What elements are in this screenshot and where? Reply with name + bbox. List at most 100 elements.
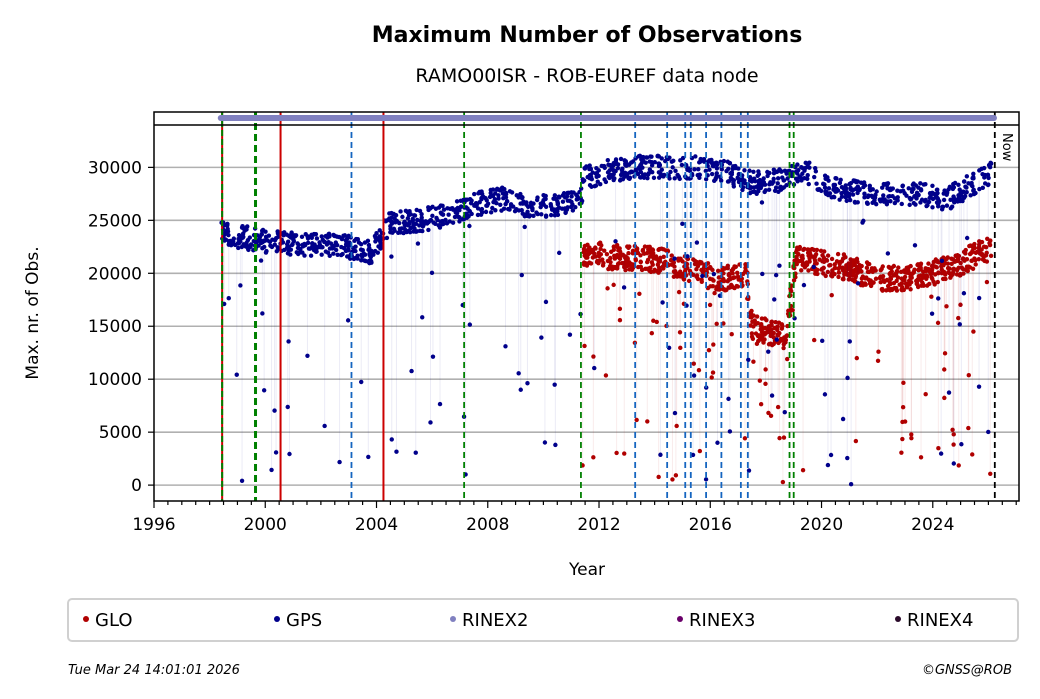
data-point <box>599 243 604 248</box>
data-point <box>971 243 976 248</box>
data-point <box>951 266 956 271</box>
data-point <box>596 253 602 258</box>
data-point <box>415 241 421 246</box>
data-point <box>924 283 930 288</box>
data-point <box>795 162 800 167</box>
data-point <box>902 274 908 280</box>
data-point <box>823 191 829 197</box>
data-point <box>335 252 340 258</box>
data-point <box>440 203 445 209</box>
data-point <box>430 213 435 219</box>
data-point <box>812 174 817 180</box>
data-point <box>355 253 360 258</box>
data-point <box>940 276 946 282</box>
data-point <box>799 268 804 273</box>
data-point <box>649 331 655 336</box>
data-point <box>982 175 987 180</box>
data-point <box>660 300 665 305</box>
data-point <box>397 229 402 235</box>
data-point <box>553 442 558 448</box>
data-point <box>641 158 646 163</box>
data-point <box>979 239 985 245</box>
data-point <box>644 155 650 160</box>
data-point <box>601 260 606 266</box>
data-point <box>295 245 301 251</box>
data-point <box>592 184 597 189</box>
data-point <box>675 172 680 178</box>
data-point <box>762 331 768 337</box>
data-point <box>909 189 915 194</box>
data-point <box>983 245 989 250</box>
data-point <box>594 166 599 171</box>
data-point <box>980 185 986 190</box>
data-point <box>298 250 304 255</box>
data-point <box>388 230 393 235</box>
data-point <box>747 168 752 173</box>
data-point <box>447 219 452 224</box>
data-point <box>956 182 961 188</box>
data-point <box>956 463 961 468</box>
data-point <box>587 260 592 266</box>
data-point <box>591 354 596 359</box>
data-point <box>345 318 351 323</box>
data-point <box>552 382 557 387</box>
data-point <box>605 286 610 291</box>
data-point <box>472 191 477 197</box>
data-point <box>746 357 751 362</box>
data-point <box>407 229 413 235</box>
data-point <box>936 445 941 451</box>
legend-marker-gps <box>274 616 280 622</box>
data-point <box>649 163 655 168</box>
data-point <box>613 157 619 162</box>
data-point <box>755 321 761 326</box>
data-point <box>305 236 311 241</box>
data-point <box>424 221 430 226</box>
data-point <box>800 467 806 473</box>
data-point <box>939 207 945 212</box>
data-point <box>936 296 941 301</box>
data-point <box>906 278 912 283</box>
data-point <box>275 245 280 250</box>
data-point <box>959 442 964 447</box>
data-point <box>762 182 768 187</box>
data-point <box>762 337 767 342</box>
data-point <box>303 231 308 237</box>
data-point <box>753 331 759 336</box>
data-point <box>726 285 731 290</box>
data-point <box>261 388 267 393</box>
data-point <box>606 162 611 167</box>
data-point <box>483 209 489 215</box>
data-point <box>957 322 962 327</box>
data-point <box>821 181 826 187</box>
legend-marker-rinex2 <box>450 616 456 622</box>
data-point <box>458 204 464 209</box>
data-point <box>701 267 706 273</box>
data-point <box>885 251 891 256</box>
data-point <box>899 450 904 455</box>
data-point <box>930 196 936 202</box>
data-point <box>847 339 852 344</box>
data-point <box>866 269 872 275</box>
data-point <box>780 338 785 343</box>
data-point <box>690 452 696 458</box>
data-point <box>337 234 342 240</box>
data-point <box>929 311 935 316</box>
data-point <box>541 192 546 198</box>
data-point <box>230 241 235 247</box>
data-point <box>918 181 923 186</box>
data-point <box>539 335 544 340</box>
data-point <box>669 159 675 164</box>
data-point <box>472 202 478 207</box>
data-point <box>868 278 873 283</box>
data-point <box>763 367 768 372</box>
data-point <box>700 273 705 279</box>
data-point <box>446 212 451 217</box>
data-point <box>614 450 619 456</box>
data-point <box>919 283 924 288</box>
series-glo <box>580 236 994 485</box>
data-point <box>970 176 975 181</box>
data-point <box>514 193 519 198</box>
data-point <box>626 162 632 167</box>
data-point <box>980 257 986 262</box>
data-point <box>899 201 904 207</box>
